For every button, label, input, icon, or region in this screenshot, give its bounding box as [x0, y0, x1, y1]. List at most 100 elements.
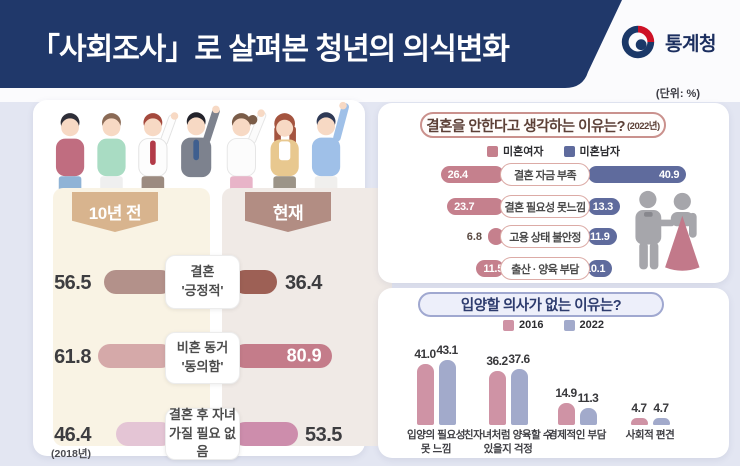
label-line: 결혼: [190, 264, 215, 280]
value-past-note: (2018년): [50, 448, 91, 460]
bar-2016-prejudice: 4.7: [622, 333, 656, 425]
bar-2016-need: 41.0: [408, 333, 442, 425]
bar-value: 23.7: [454, 200, 475, 213]
label-box-cohabitation: 비혼 동거 '동의함': [165, 332, 240, 384]
bar-female-childcare: 11.5: [476, 260, 504, 277]
value-past-marriage-positive: 56.5: [54, 272, 91, 294]
bar-value: 11.5: [483, 262, 504, 275]
label-line: 비혼 동거: [176, 340, 229, 356]
bar-value: 4.7: [631, 400, 647, 415]
legend-swatch-male: [563, 145, 575, 157]
value-past-no-children: 46.4: [54, 424, 91, 446]
bar: [630, 417, 648, 425]
bar-now-no-children: [233, 422, 299, 446]
category-label-raising-worry: 친자녀처럼 양육할 수 있을지 걱정: [456, 428, 560, 456]
legend-adoption: 2016 2022: [378, 319, 729, 331]
bar-past-no-children: [116, 422, 173, 446]
legend-swatch-female: [487, 145, 499, 157]
bar: [416, 363, 434, 425]
bar-value: 41.0: [414, 346, 436, 361]
title-text: 입양할 의사가 없는 이유는?: [460, 298, 622, 314]
bar-female-employment: [487, 228, 504, 245]
label-line: '동의함': [181, 359, 224, 374]
category-pill-childcare: 출산 · 양육 부담: [500, 257, 590, 280]
category-pill-no-need: 결혼 필요성 못느낌: [500, 195, 590, 218]
category-label-prejudice: 사회적 편견: [605, 428, 695, 442]
bar-now-cohabitation: 80.9: [233, 344, 332, 368]
bar: [652, 417, 670, 425]
title-text: 결혼을 안한다고 생각하는 이유는?: [426, 118, 625, 135]
panel-decade-comparison: 10년 전 현재 56.5 결혼 '긍정적' 36.4 61.8 80.9 비혼…: [33, 100, 392, 460]
value-now-marriage-positive: 36.4: [285, 272, 322, 294]
label-line: 입양의 필요성: [406, 429, 466, 441]
bar-value: 11.3: [577, 391, 599, 406]
value-past-cohabitation: 61.8: [54, 346, 91, 368]
bar-2022-prejudice: 4.7: [644, 333, 678, 425]
bar-now-marriage-positive: [233, 270, 278, 294]
bar-value: 11.9: [589, 230, 610, 243]
bar-value: 26.4: [447, 168, 469, 181]
government-logo-icon: [621, 25, 655, 59]
legend-swatch-2016: [503, 319, 515, 331]
bar-2016-economic: 14.9: [549, 333, 583, 425]
title-year-suffix: (2022년): [627, 121, 660, 132]
category-pill-funds: 결혼 자금 부족: [500, 163, 590, 186]
agency-name: 통계청: [665, 33, 716, 55]
header-navy-shape: [0, 0, 622, 88]
bar-2022-raising-worry: 37.6: [502, 333, 536, 425]
bar-2016-raising-worry: 36.2: [480, 333, 514, 425]
agency-logo-block: 통계청: [620, 24, 716, 60]
bar-value: 43.1: [436, 343, 458, 358]
legend-label-2016: 2016: [519, 319, 544, 331]
bar-value: 14.9: [555, 385, 577, 400]
label-line: 있을지 걱정: [483, 443, 533, 456]
bar-value: 36.2: [486, 353, 508, 368]
legend-item-female: 미혼여자: [487, 143, 544, 159]
label-box-marriage-positive: 결혼 '긍정적': [165, 255, 240, 309]
label-line: '긍정적': [181, 283, 224, 298]
bar: [510, 368, 528, 425]
label-line: 못 느낌: [420, 443, 452, 456]
bar-past-cohabitation: [97, 344, 173, 368]
category-label-economic: 경제적인 부담: [532, 428, 622, 442]
legend-label-male: 미혼남자: [579, 146, 620, 158]
bar-male-funds: 40.9: [588, 166, 687, 183]
bar-value-female-employment: 6.8: [466, 231, 482, 243]
bar: [557, 402, 575, 425]
legend-item-2016: 2016: [503, 319, 544, 331]
bar: [579, 408, 597, 425]
label-line: 결혼 후 자녀: [168, 406, 237, 422]
bar-value: 4.7: [653, 400, 669, 415]
label-line: 가질 필요 없음: [168, 425, 237, 460]
bar: [438, 360, 456, 425]
legend-marriage: 미혼여자 미혼남자: [378, 143, 729, 159]
bar-female-no-need: 23.7: [447, 198, 504, 215]
value-now-no-children: 53.5: [305, 424, 342, 446]
page-title: 「사회조사」로 살펴본 청년의 의식변화: [30, 33, 510, 66]
legend-swatch-2022: [563, 319, 575, 331]
label-box-no-children: 결혼 후 자녀 가질 필요 없음: [165, 406, 240, 460]
panel-marriage-reasons: 결혼을 안한다고 생각하는 이유는? (2022년) 미혼여자 미혼남자 26.…: [378, 103, 729, 283]
bar-value: 37.6: [508, 351, 530, 366]
bar-past-marriage-positive: [104, 270, 173, 294]
legend-label-2022: 2022: [579, 319, 604, 331]
category-label-need: 입양의 필요성 못 느낌: [391, 428, 481, 456]
bar-value: 40.9: [658, 168, 680, 181]
bar-male-childcare: 10.1: [585, 260, 613, 277]
category-pill-employment: 고용 상태 불안정: [500, 225, 590, 248]
label-line: 경제적인 부담: [547, 429, 607, 441]
chart-title-marriage: 결혼을 안한다고 생각하는 이유는? (2022년): [420, 112, 666, 138]
bar-value: 13.3: [592, 200, 614, 213]
legend-label-female: 미혼여자: [503, 146, 544, 158]
chart-title-adoption: 입양할 의사가 없는 이유는?: [418, 292, 664, 317]
wedding-couple-icon: [635, 190, 700, 271]
bar: [488, 370, 506, 425]
legend-item-male: 미혼남자: [563, 143, 620, 159]
bar-male-no-need: 13.3: [588, 198, 620, 215]
bar-2022-need: 43.1: [430, 333, 464, 425]
panel-adoption-reasons: 입양할 의사가 없는 이유는? 2016 2022 41.0 43.1 입양의 …: [378, 288, 729, 458]
column-now-background: [222, 188, 392, 446]
bar-female-funds: 26.4: [440, 166, 504, 183]
bar-value: 10.1: [585, 262, 606, 275]
label-line: 사회적 편견: [625, 429, 675, 441]
